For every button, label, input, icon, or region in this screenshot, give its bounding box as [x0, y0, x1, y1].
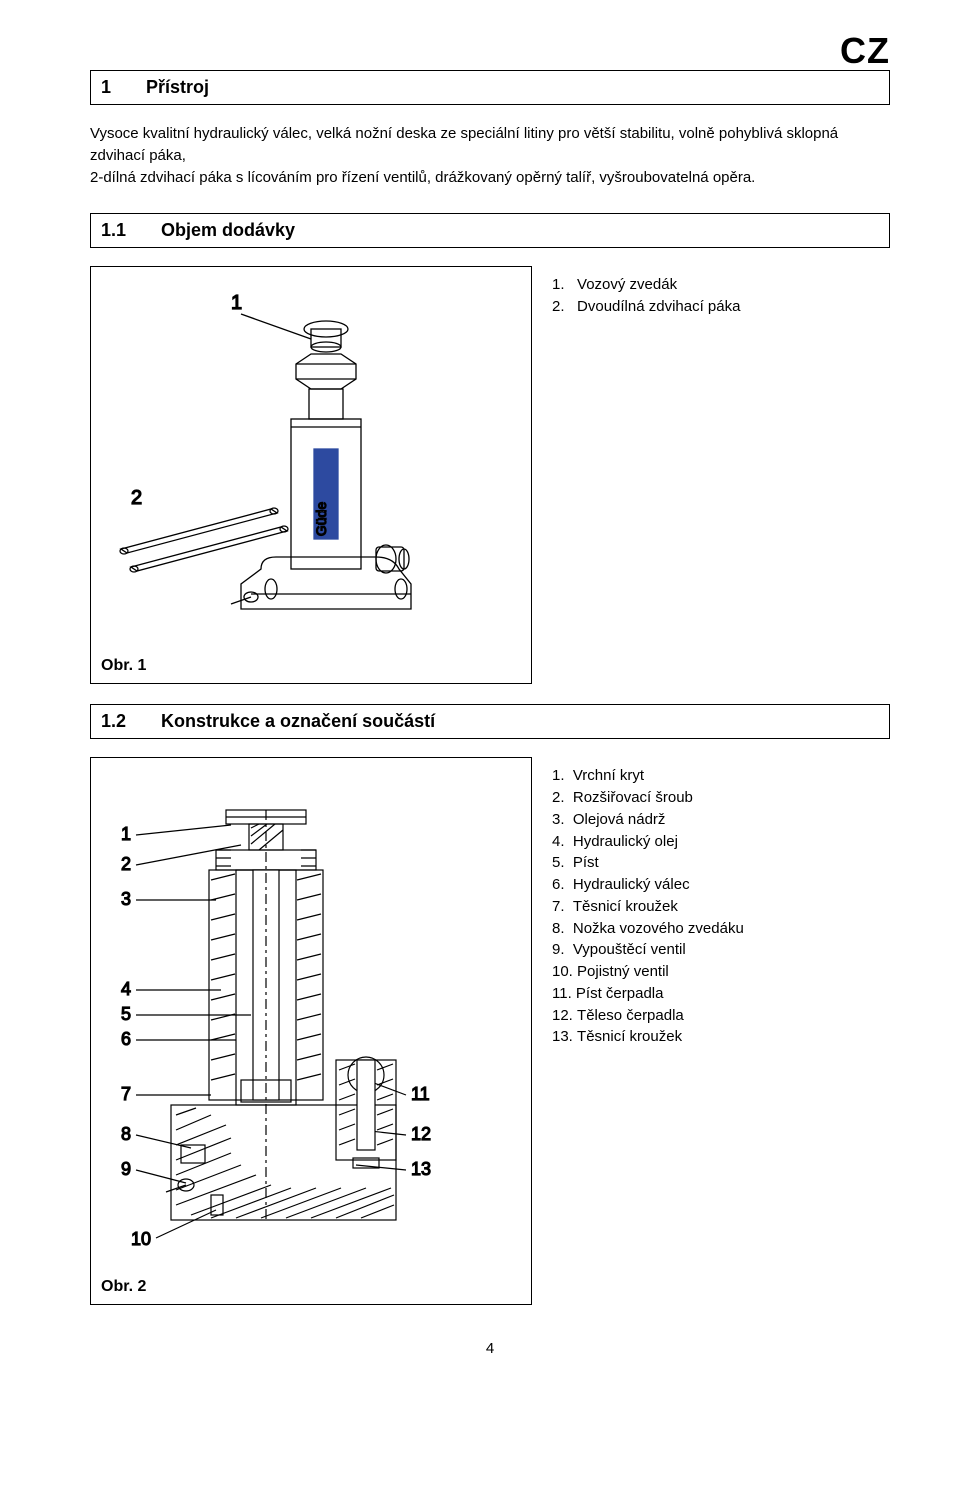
list-item-num: 13. — [552, 1028, 573, 1045]
list-item-label: Vozový zvedák — [577, 276, 677, 293]
list-item-num: 3. — [552, 811, 565, 828]
section-1-title: Přístroj — [146, 77, 209, 97]
list-item-num: 12. — [552, 1007, 573, 1024]
list-item-label: Těsnicí kroužek — [577, 1028, 682, 1045]
list-item-label: Olejová nádrž — [573, 811, 666, 828]
section-1-2-num: 1.2 — [101, 711, 156, 732]
fig1-label-1: 1 — [231, 292, 242, 314]
fig1-label-2: 2 — [131, 487, 142, 509]
list-item-num: 5. — [552, 854, 565, 871]
section-1-2-list: 1. Vrchní kryt 2. Rozšiřovací šroub 3. O… — [552, 757, 890, 1048]
list-item-num: 6. — [552, 876, 565, 893]
figure-2-frame: 1 2 3 4 5 6 7 8 9 10 11 12 13 — [90, 757, 532, 1305]
list-item-label: Hydraulický válec — [573, 876, 690, 893]
list-item-num: 8. — [552, 920, 565, 937]
list-item-num: 4. — [552, 833, 565, 850]
section-1-2-title: Konstrukce a označení součástí — [161, 711, 435, 731]
language-badge: CZ — [840, 30, 890, 72]
fig2-left-10: 10 — [131, 1229, 151, 1249]
section-1-num: 1 — [101, 77, 141, 98]
fig2-left-4: 4 — [121, 979, 131, 999]
section-1-1-num: 1.1 — [101, 220, 156, 241]
fig2-right-12: 12 — [411, 1124, 431, 1144]
figure-1-frame: 1 — [90, 266, 532, 684]
list-item-label: Nožka vozového zvedáku — [573, 920, 744, 937]
list-item-label: Píst — [573, 854, 599, 871]
section-1-1-list: 1. Vozový zvedák 2. Dvoudílná zdvihací p… — [552, 266, 890, 318]
fig2-left-5: 5 — [121, 1004, 131, 1024]
fig2-left-6: 6 — [121, 1029, 131, 1049]
fig2-left-2: 2 — [121, 854, 131, 874]
list-item-label: Těleso čerpadla — [577, 1007, 684, 1024]
fig2-left-3: 3 — [121, 889, 131, 909]
figure-2-caption: Obr. 2 — [101, 1278, 521, 1296]
brand-label: Güde — [313, 502, 329, 536]
list-item-label: Těsnicí kroužek — [573, 898, 678, 915]
list-item-label: Pojistný ventil — [577, 963, 669, 980]
list-item-num: 11. — [552, 985, 572, 1002]
list-item-num: 10. — [552, 963, 573, 980]
list-item-label: Hydraulický olej — [573, 833, 678, 850]
list-item-label: Rozšiřovací šroub — [573, 789, 693, 806]
fig2-left-1: 1 — [121, 824, 131, 844]
section-1-1-heading: 1.1 Objem dodávky — [90, 213, 890, 248]
list-item-num: 7. — [552, 898, 565, 915]
list-item-num: 1. — [552, 276, 565, 293]
fig2-right-11: 11 — [411, 1084, 430, 1104]
list-item-num: 1. — [552, 767, 565, 784]
section-1-intro: Vysoce kvalitní hydraulický válec, velká… — [90, 123, 890, 188]
figure-1-caption: Obr. 1 — [101, 657, 521, 675]
section-1-1-title: Objem dodávky — [161, 220, 295, 240]
fig2-left-8: 8 — [121, 1124, 131, 1144]
fig2-left-9: 9 — [121, 1159, 131, 1179]
figure-1-svg: 1 — [101, 279, 521, 649]
list-item-num: 2. — [552, 298, 565, 315]
fig2-left-7: 7 — [121, 1084, 131, 1104]
fig2-right-13: 13 — [411, 1159, 431, 1179]
list-item-num: 9. — [552, 941, 565, 958]
list-item-label: Vypouštěcí ventil — [573, 941, 686, 958]
list-item-num: 2. — [552, 789, 565, 806]
section-1-2-heading: 1.2 Konstrukce a označení součástí — [90, 704, 890, 739]
figure-2-svg: 1 2 3 4 5 6 7 8 9 10 11 12 13 — [101, 770, 521, 1270]
page-number: 4 — [90, 1340, 890, 1357]
list-item-label: Dvoudílná zdvihací páka — [577, 298, 740, 315]
list-item-label: Píst čerpadla — [576, 985, 664, 1002]
section-1-heading: 1 Přístroj — [90, 70, 890, 105]
list-item-label: Vrchní kryt — [573, 767, 644, 784]
